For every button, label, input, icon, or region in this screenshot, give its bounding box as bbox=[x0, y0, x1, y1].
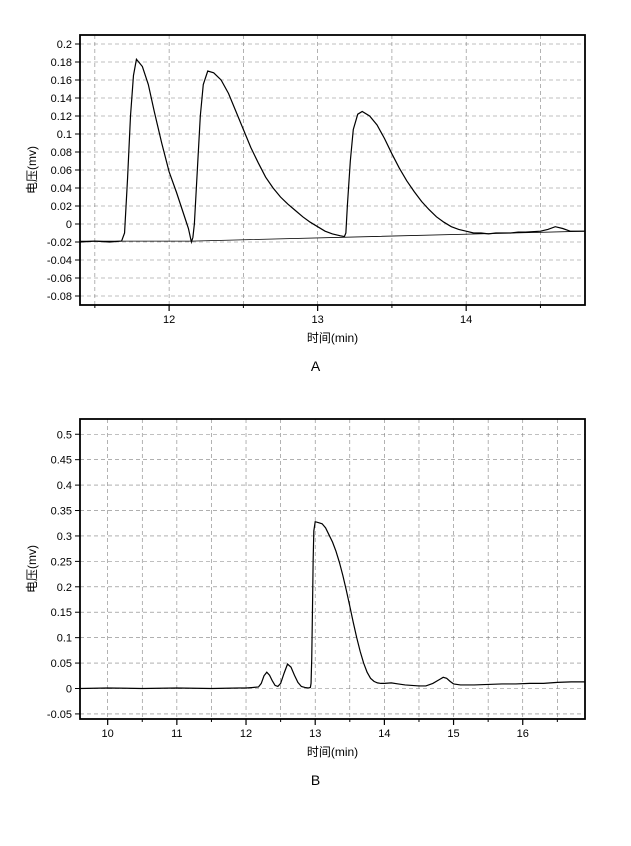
svg-text:0.2: 0.2 bbox=[57, 39, 72, 51]
svg-text:13: 13 bbox=[312, 314, 324, 326]
svg-text:-0.02: -0.02 bbox=[47, 237, 72, 249]
svg-text:电压(mv): 电压(mv) bbox=[25, 146, 39, 194]
svg-text:0.15: 0.15 bbox=[51, 607, 72, 619]
svg-text:-0.04: -0.04 bbox=[47, 255, 72, 267]
svg-text:时间(min): 时间(min) bbox=[307, 745, 358, 759]
svg-text:0: 0 bbox=[66, 683, 72, 695]
svg-text:12: 12 bbox=[240, 728, 252, 740]
svg-text:0.25: 0.25 bbox=[51, 556, 72, 568]
chart-a-label: A bbox=[20, 358, 611, 374]
svg-text:-0.08: -0.08 bbox=[47, 291, 72, 303]
chart-a-container: 12 13 14 -0.08 -0.06 -0.04 -0.02 0 0.02 0.04 0.06 0… bbox=[20, 20, 611, 374]
svg-text:0.4: 0.4 bbox=[57, 480, 72, 492]
svg-text:15: 15 bbox=[447, 728, 459, 740]
svg-text:电压(mv): 电压(mv) bbox=[25, 545, 39, 593]
svg-text:0: 0 bbox=[66, 219, 72, 231]
chart-b-container: 10 11 12 13 14 15 16 -0.05 0 0.05 0.1 0.15 0.2 0.25 0.… bbox=[20, 404, 611, 788]
svg-text:-0.05: -0.05 bbox=[47, 709, 72, 721]
svg-text:0.1: 0.1 bbox=[57, 633, 72, 645]
svg-text:0.2: 0.2 bbox=[57, 582, 72, 594]
svg-text:11: 11 bbox=[171, 728, 182, 740]
svg-text:12: 12 bbox=[163, 314, 175, 326]
chart-b: 10 11 12 13 14 15 16 -0.05 0 0.05 0.1 0.15 0.2 0.25 0.… bbox=[20, 404, 600, 764]
svg-text:0.3: 0.3 bbox=[57, 531, 72, 543]
svg-text:时间(min): 时间(min) bbox=[307, 331, 358, 345]
svg-text:0.16: 0.16 bbox=[51, 75, 72, 87]
svg-text:0.06: 0.06 bbox=[51, 165, 72, 177]
svg-text:14: 14 bbox=[460, 314, 472, 326]
chart-a: 12 13 14 -0.08 -0.06 -0.04 -0.02 0 0.02 0.04 0.06 0… bbox=[20, 20, 600, 350]
svg-text:16: 16 bbox=[517, 728, 529, 740]
svg-text:0.18: 0.18 bbox=[51, 57, 72, 69]
svg-text:0.1: 0.1 bbox=[57, 129, 72, 141]
svg-text:0.08: 0.08 bbox=[51, 147, 72, 159]
svg-text:0.02: 0.02 bbox=[51, 201, 72, 213]
svg-text:-0.06: -0.06 bbox=[47, 273, 72, 285]
svg-text:0.05: 0.05 bbox=[51, 658, 72, 670]
svg-text:0.35: 0.35 bbox=[51, 506, 72, 518]
svg-text:0.5: 0.5 bbox=[57, 429, 72, 441]
svg-text:0.12: 0.12 bbox=[51, 111, 72, 123]
svg-text:14: 14 bbox=[378, 728, 390, 740]
chart-b-label: B bbox=[20, 772, 611, 788]
svg-text:0.45: 0.45 bbox=[51, 455, 72, 467]
svg-text:0.14: 0.14 bbox=[51, 93, 72, 105]
svg-text:10: 10 bbox=[102, 728, 114, 740]
svg-text:13: 13 bbox=[309, 728, 321, 740]
svg-text:0.04: 0.04 bbox=[51, 183, 72, 195]
